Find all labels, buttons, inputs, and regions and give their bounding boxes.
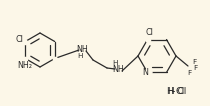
Text: H: H (167, 86, 173, 96)
Text: ·Cl: ·Cl (175, 86, 186, 96)
Text: F: F (193, 65, 197, 71)
Text: Cl: Cl (176, 86, 185, 96)
Text: H: H (167, 86, 173, 96)
Text: H: H (77, 53, 83, 59)
Text: NH₂: NH₂ (17, 61, 32, 70)
Text: NH: NH (112, 66, 124, 75)
Text: H: H (112, 60, 118, 66)
Text: Cl: Cl (146, 28, 154, 37)
Text: N: N (143, 68, 148, 77)
Text: Cl: Cl (15, 35, 23, 44)
Text: F: F (192, 59, 196, 65)
Text: NH: NH (76, 45, 88, 54)
Text: F: F (187, 70, 191, 76)
